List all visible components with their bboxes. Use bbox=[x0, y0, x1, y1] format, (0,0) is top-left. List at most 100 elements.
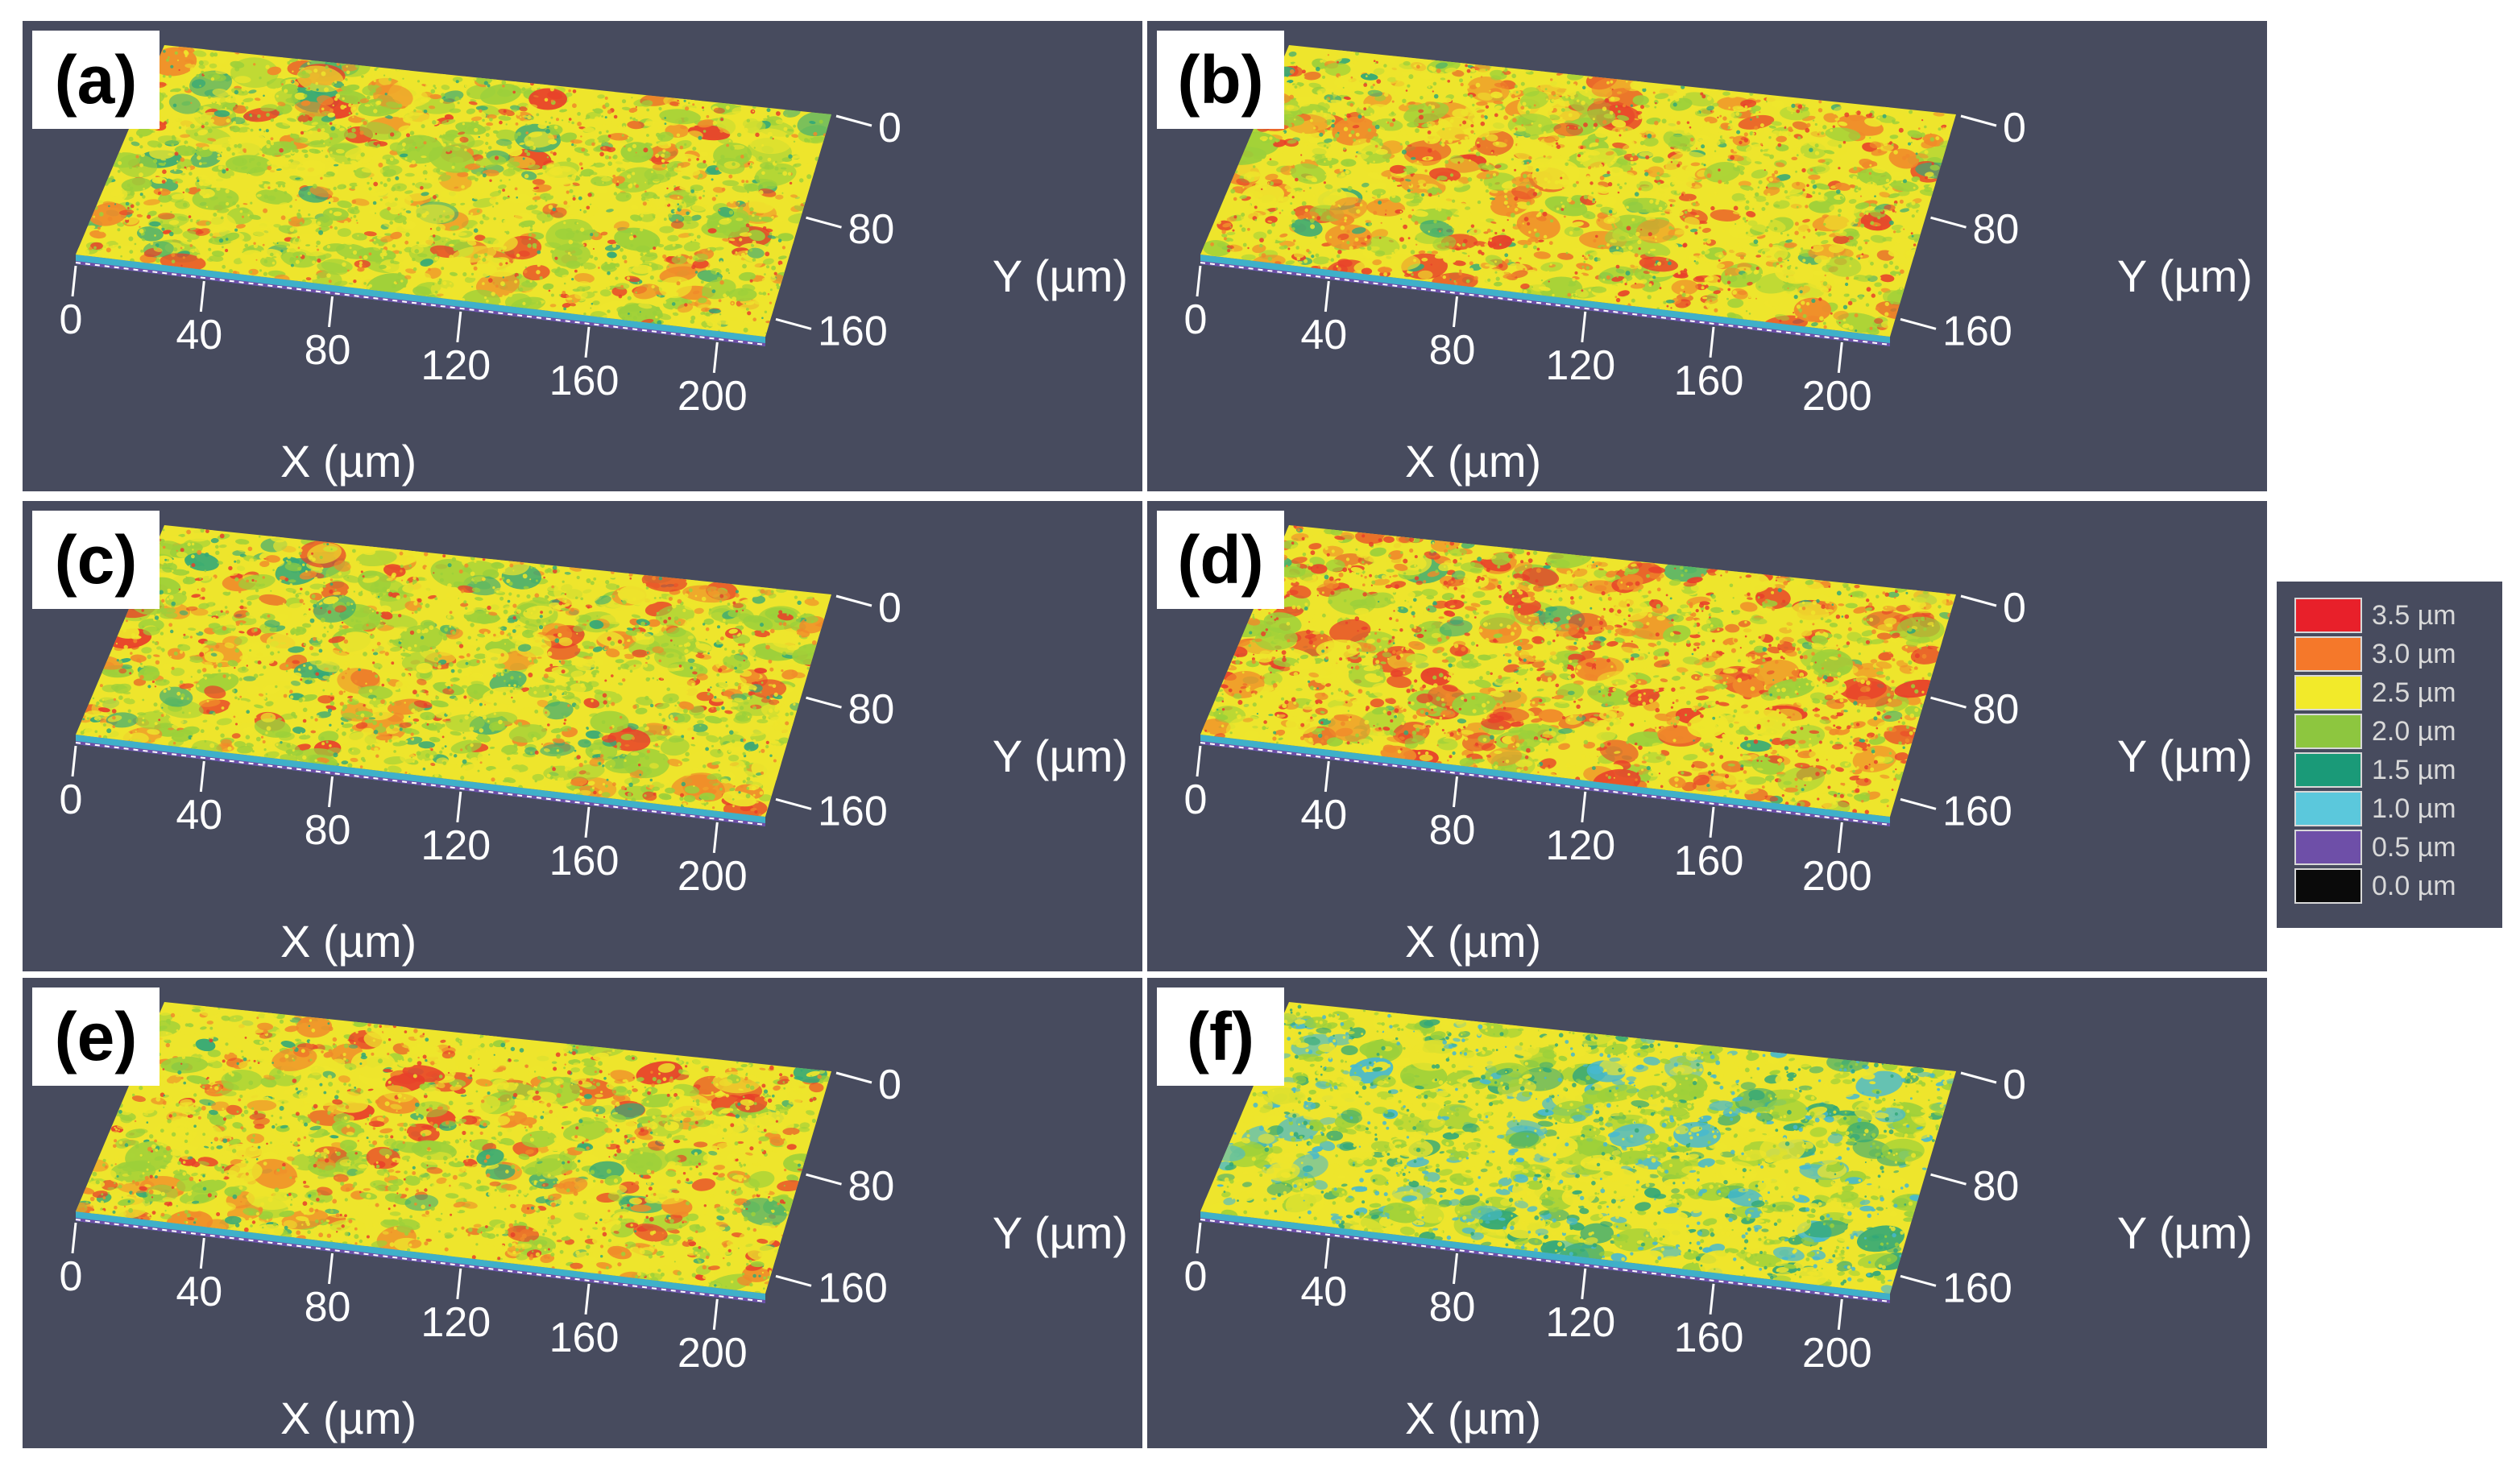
surface-speckle bbox=[250, 201, 253, 205]
surface-speckle bbox=[197, 179, 200, 183]
surface-speckle bbox=[1415, 128, 1420, 134]
surface-speckle bbox=[765, 251, 770, 257]
surface-speckle bbox=[114, 203, 117, 205]
surface-speckle bbox=[1349, 246, 1353, 250]
surface-speckle bbox=[417, 213, 421, 218]
surface-speckle bbox=[352, 106, 357, 110]
surface-speckle bbox=[1860, 203, 1865, 208]
surface-speckle bbox=[205, 221, 210, 226]
surface-speckle bbox=[1669, 288, 1672, 292]
surface-speckle bbox=[268, 93, 273, 97]
surface-speckle bbox=[702, 109, 705, 111]
surface-speckle bbox=[474, 127, 479, 132]
surface-speckle bbox=[280, 143, 284, 147]
surface-speckle bbox=[715, 167, 719, 171]
surface-speckle bbox=[487, 240, 491, 244]
surface-texture-blob bbox=[171, 193, 186, 200]
surface-speckle bbox=[263, 255, 267, 259]
surface-speckle bbox=[112, 245, 115, 247]
surface-speckle bbox=[120, 193, 125, 198]
surface-speckle bbox=[685, 106, 690, 111]
surface-speckle bbox=[1677, 142, 1681, 146]
surface-speckle bbox=[364, 142, 369, 147]
surface-speckle bbox=[247, 213, 250, 217]
surface-speckle bbox=[774, 166, 779, 171]
surface-texture-blob bbox=[429, 124, 435, 128]
surface-speckle bbox=[604, 116, 607, 119]
surface-speckle bbox=[1641, 275, 1645, 279]
surface-speckle bbox=[1901, 181, 1903, 184]
surface-speckle bbox=[1511, 93, 1516, 99]
surface-speckle bbox=[722, 276, 725, 280]
surface-speckle bbox=[1424, 169, 1428, 172]
surface-texture-blob bbox=[583, 152, 591, 156]
surface-speckle bbox=[130, 191, 135, 196]
surface-speckle bbox=[727, 271, 731, 275]
surface-speckle bbox=[1353, 60, 1357, 64]
surface-speckle bbox=[728, 139, 732, 143]
surface-texture-blob bbox=[238, 191, 255, 198]
surface-speckle bbox=[451, 165, 455, 169]
surface-speckle bbox=[705, 180, 709, 184]
surface-speckle bbox=[198, 162, 202, 166]
surface-speckle bbox=[319, 227, 321, 230]
surface-speckle bbox=[429, 228, 433, 230]
surface-speckle bbox=[545, 121, 547, 123]
surface-speckle bbox=[1543, 155, 1546, 158]
surface-speckle bbox=[589, 162, 593, 166]
surface-speckle bbox=[1494, 260, 1497, 263]
surface-speckle bbox=[499, 262, 503, 267]
surface-speckle bbox=[1818, 284, 1822, 288]
surface-speckle bbox=[230, 96, 233, 98]
surface-speckle bbox=[1242, 186, 1245, 189]
surface-speckle bbox=[572, 89, 577, 93]
surface-speckle bbox=[740, 252, 746, 257]
surface-speckle bbox=[330, 151, 333, 154]
surface-speckle bbox=[222, 264, 226, 269]
surface-texture-blob bbox=[329, 132, 338, 139]
surface-speckle bbox=[1724, 310, 1727, 314]
surface-speckle bbox=[711, 289, 716, 293]
surface-speckle bbox=[1281, 209, 1283, 212]
surface-texture-blob bbox=[201, 162, 208, 165]
surface-speckle bbox=[570, 152, 574, 155]
surface-speckle bbox=[646, 134, 649, 137]
surface-speckle bbox=[1468, 134, 1473, 139]
surface-speckle bbox=[1602, 278, 1606, 281]
surface-speckle bbox=[213, 213, 218, 217]
surface-speckle bbox=[624, 246, 627, 249]
surface-texture-blob bbox=[335, 148, 345, 154]
surface-speckle bbox=[390, 259, 395, 264]
surface-speckle bbox=[245, 106, 249, 110]
surface-speckle bbox=[188, 215, 192, 218]
surface-speckle bbox=[741, 180, 745, 184]
surface-speckle bbox=[1776, 197, 1781, 202]
surface-speckle bbox=[527, 243, 532, 248]
surface-texture-blob bbox=[498, 108, 515, 117]
surface-speckle bbox=[636, 220, 640, 225]
surface-speckle bbox=[661, 159, 665, 162]
surface-speckle bbox=[667, 256, 672, 261]
surface-speckle bbox=[136, 208, 139, 211]
surface-speckle bbox=[592, 109, 595, 111]
surface-speckle bbox=[1432, 73, 1437, 78]
surface-speckle bbox=[566, 190, 570, 194]
surface-texture-blob bbox=[712, 187, 725, 193]
surface-speckle bbox=[1543, 130, 1547, 135]
surface-speckle bbox=[258, 150, 263, 155]
surface-speckle bbox=[300, 130, 305, 135]
surface-speckle bbox=[1526, 161, 1530, 165]
surface-texture-blob bbox=[554, 284, 561, 287]
surface-speckle bbox=[262, 243, 265, 246]
surface-speckle bbox=[1525, 110, 1530, 114]
surface-texture-blob bbox=[475, 157, 499, 168]
surface-speckle bbox=[688, 101, 690, 105]
surface-speckle bbox=[640, 252, 644, 257]
surface-speckle bbox=[419, 90, 423, 95]
surface-speckle bbox=[227, 98, 231, 102]
surface-speckle bbox=[1654, 121, 1659, 126]
surface-speckle bbox=[577, 112, 581, 116]
surface-speckle bbox=[330, 108, 334, 113]
surface-speckle bbox=[172, 228, 174, 230]
surface-speckle bbox=[748, 163, 750, 165]
